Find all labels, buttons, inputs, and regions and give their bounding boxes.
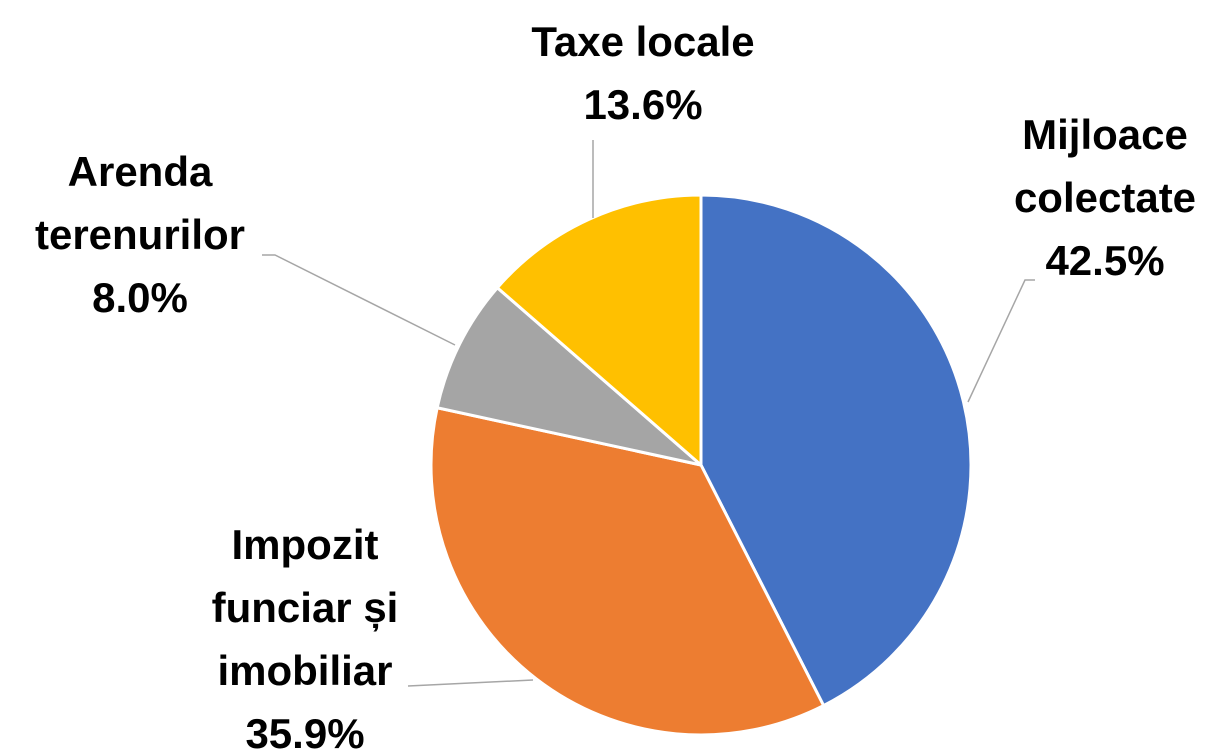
slice-label: Mijloace colectate 42.5% [1000, 103, 1210, 292]
value-label: 8.0% [92, 274, 188, 321]
leader-line [407, 679, 534, 687]
pie-slice [435, 285, 702, 467]
pie-slice [495, 193, 703, 469]
category-label: Taxe locale [531, 18, 755, 65]
value-label: 13.6% [583, 81, 703, 128]
value-label: 35.9% [245, 710, 365, 753]
leader-line [967, 279, 1035, 403]
category-label: Impozit funciar și imobiliar [211, 521, 399, 694]
category-label: Arenda terenurilor [34, 148, 246, 258]
value-label: 42.5% [1045, 237, 1165, 284]
pie-slice [429, 405, 826, 737]
slice-label: Taxe locale 13.6% [493, 10, 793, 136]
leader-line [262, 254, 456, 346]
slice-label: Arenda terenurilor 8.0% [10, 140, 270, 329]
slice-label: Impozit funciar și imobiliar 35.9% [195, 513, 415, 753]
pie-slice [699, 193, 973, 708]
category-label: Mijloace colectate [1013, 111, 1197, 221]
